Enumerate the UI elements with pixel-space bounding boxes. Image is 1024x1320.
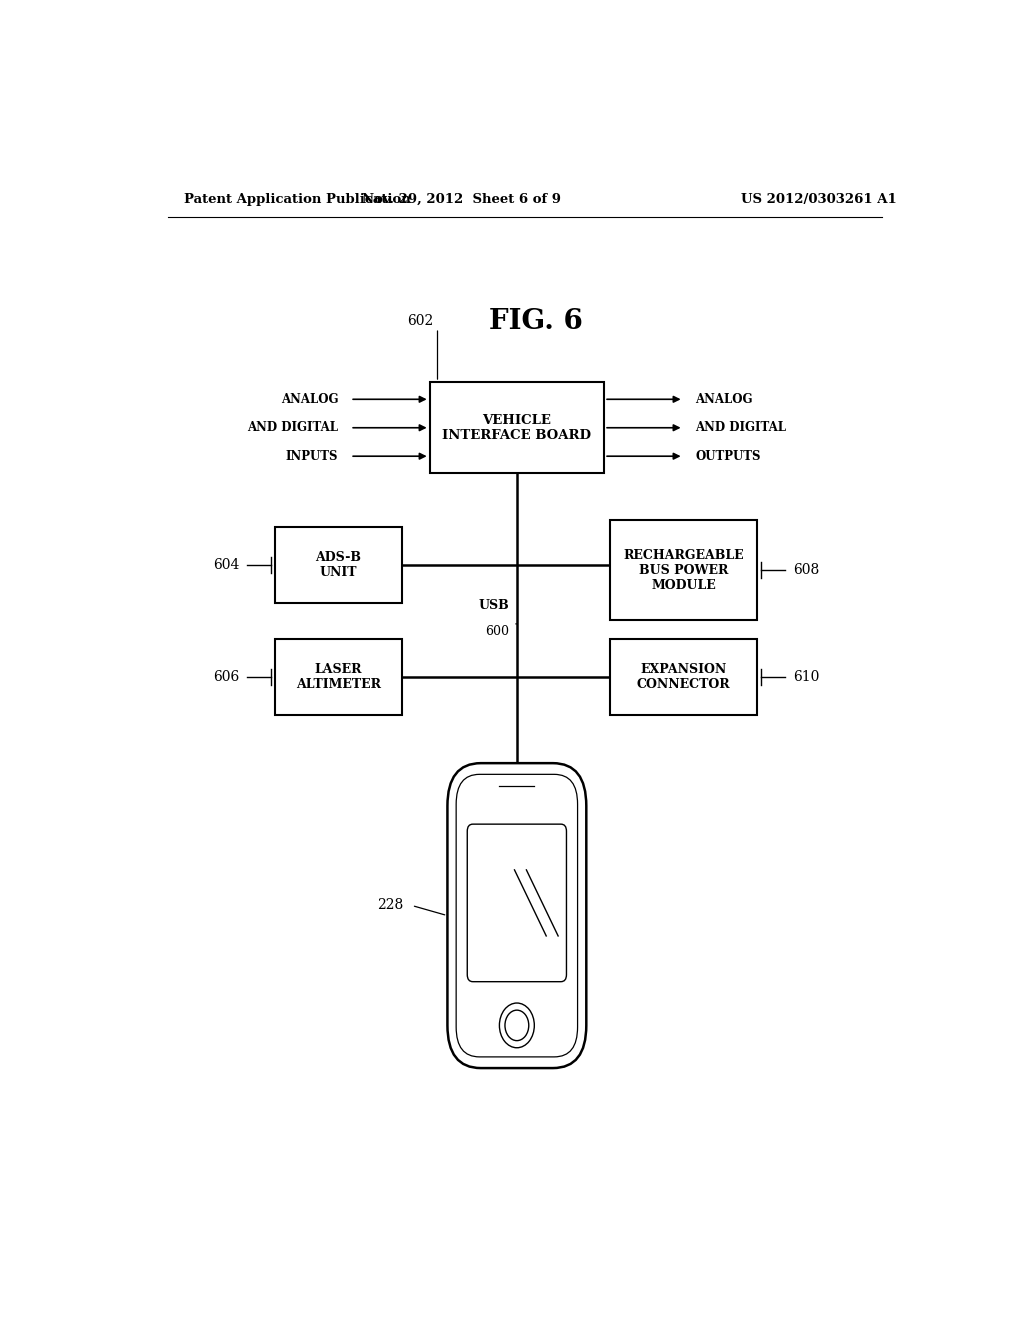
FancyBboxPatch shape (456, 775, 578, 1057)
FancyBboxPatch shape (430, 381, 604, 474)
FancyBboxPatch shape (467, 824, 566, 982)
Text: RECHARGEABLE
BUS POWER
MODULE: RECHARGEABLE BUS POWER MODULE (624, 549, 743, 591)
Text: 602: 602 (408, 314, 433, 329)
Text: 228: 228 (378, 899, 403, 912)
Text: Nov. 29, 2012  Sheet 6 of 9: Nov. 29, 2012 Sheet 6 of 9 (361, 193, 561, 206)
Text: 604: 604 (213, 558, 240, 572)
FancyBboxPatch shape (610, 520, 757, 620)
Text: 606: 606 (213, 669, 240, 684)
Text: INPUTS: INPUTS (286, 450, 338, 463)
FancyBboxPatch shape (274, 639, 401, 715)
FancyBboxPatch shape (610, 639, 757, 715)
Text: 608: 608 (793, 564, 819, 577)
Text: 610: 610 (793, 669, 819, 684)
Text: ANALOG: ANALOG (281, 393, 338, 405)
Text: USB: USB (478, 599, 509, 612)
Text: AND DIGITAL: AND DIGITAL (248, 421, 338, 434)
Text: OUTPUTS: OUTPUTS (695, 450, 761, 463)
Text: 600: 600 (485, 624, 509, 638)
Text: LASER
ALTIMETER: LASER ALTIMETER (296, 663, 381, 690)
Text: VEHICLE
INTERFACE BOARD: VEHICLE INTERFACE BOARD (442, 413, 592, 442)
FancyBboxPatch shape (447, 763, 587, 1068)
Text: FIG. 6: FIG. 6 (489, 308, 583, 334)
Text: US 2012/0303261 A1: US 2012/0303261 A1 (740, 193, 896, 206)
Text: ADS-B
UNIT: ADS-B UNIT (315, 550, 361, 579)
Text: Patent Application Publication: Patent Application Publication (183, 193, 411, 206)
Text: AND DIGITAL: AND DIGITAL (695, 421, 786, 434)
Text: EXPANSION
CONNECTOR: EXPANSION CONNECTOR (637, 663, 730, 690)
FancyBboxPatch shape (274, 527, 401, 603)
Text: ANALOG: ANALOG (695, 393, 753, 405)
